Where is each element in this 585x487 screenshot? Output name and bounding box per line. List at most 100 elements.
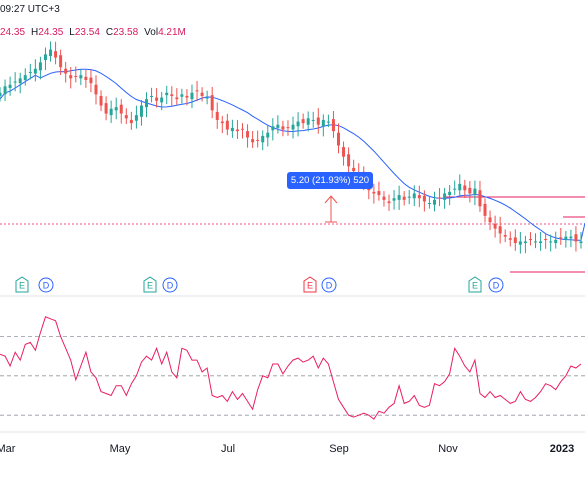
candle-body <box>513 237 517 244</box>
candle-body <box>478 190 482 207</box>
event-marker-label: E <box>147 281 153 291</box>
candle-body <box>397 195 401 200</box>
candle-body <box>225 120 229 130</box>
candle-body <box>427 203 431 205</box>
candle-body <box>291 124 295 130</box>
x-tick-label: Mar <box>0 443 16 455</box>
candle-body <box>241 128 245 130</box>
event-marker-label: D <box>326 281 333 291</box>
candle-body <box>402 196 406 200</box>
candle-body <box>286 127 290 129</box>
candle-body <box>392 198 396 201</box>
x-tick-label: Nov <box>438 443 458 455</box>
candle-body <box>488 217 492 223</box>
horizontal-lines <box>0 196 585 273</box>
dividend-marker-shape <box>38 277 54 293</box>
candle-body <box>185 95 189 98</box>
candle-body <box>422 195 426 202</box>
x-tick-label: 2023 <box>549 443 575 455</box>
candle-body <box>321 119 325 127</box>
event-marker-label: D <box>493 281 500 291</box>
dividend-marker: D <box>488 277 504 293</box>
candle-body <box>266 132 270 138</box>
earnings-marker-shape <box>143 276 157 293</box>
candle-body <box>119 104 123 114</box>
candle-body <box>407 196 411 198</box>
candle-body <box>49 49 53 56</box>
candle-body <box>235 129 239 132</box>
candle-body <box>79 75 83 79</box>
candle-body <box>215 111 219 120</box>
candle-body <box>493 223 497 229</box>
candle-body <box>508 238 512 240</box>
candle-body <box>28 71 32 73</box>
candle-body <box>377 191 381 196</box>
candle-body <box>69 75 73 79</box>
candle-body <box>64 68 68 74</box>
candle-body <box>306 118 310 125</box>
candle-body <box>564 236 568 240</box>
dividend-marker: D <box>162 277 178 293</box>
candle-body <box>139 105 143 117</box>
candle-body <box>382 196 386 200</box>
candle-body <box>134 115 138 121</box>
time-label: 09:27 UTC+3 <box>0 4 60 15</box>
candles <box>0 41 583 254</box>
candle-body <box>539 241 543 244</box>
x-tick-label: Sep <box>329 443 349 455</box>
dividend-marker: D <box>321 277 337 293</box>
candle-body <box>94 84 98 95</box>
candle-body <box>89 77 93 84</box>
candle-body <box>528 239 532 241</box>
candle-body <box>498 226 502 234</box>
volume-value: 4.21M <box>158 27 186 38</box>
rsi-pane <box>0 336 585 416</box>
candle-body <box>84 76 88 80</box>
x-tick-label: May <box>109 443 131 455</box>
x-tick-label: Jul <box>220 443 236 455</box>
moving-average-line <box>0 68 585 241</box>
candle-body <box>387 201 391 204</box>
dividend-marker-shape <box>488 277 504 293</box>
candle-body <box>554 239 558 244</box>
candle-body <box>276 124 280 128</box>
candle-body <box>438 197 442 199</box>
event-marker-label: E <box>307 281 313 291</box>
candle-body <box>190 92 194 100</box>
candle-body <box>448 191 452 196</box>
candle-body <box>463 185 467 191</box>
candle-body <box>104 103 108 114</box>
close-label: C <box>105 27 114 38</box>
candle-body <box>114 107 118 111</box>
dividend-marker: D <box>38 277 54 293</box>
measure-arrow-head <box>324 195 338 204</box>
candle-body <box>124 115 128 119</box>
high-label: H <box>31 27 39 38</box>
candle-body <box>336 132 340 146</box>
candle-body <box>205 97 209 99</box>
candle-body <box>38 62 42 71</box>
candle-body <box>372 191 376 194</box>
earnings-marker-shape <box>303 276 317 293</box>
candle-body <box>150 95 154 97</box>
candle-body <box>145 99 149 108</box>
candle-body <box>129 119 133 124</box>
earnings-marker: E <box>143 276 157 293</box>
measure-callout: 5.20 (21.93%) 520 <box>287 172 373 189</box>
low-label: L <box>69 27 75 38</box>
candle-body <box>195 90 199 92</box>
candle-body <box>417 195 421 199</box>
candle-body <box>256 139 260 141</box>
event-marker-label: D <box>43 281 50 291</box>
close-value: 23.58 <box>113 27 139 38</box>
candle-body <box>579 241 583 244</box>
dividend-marker-shape <box>321 277 337 293</box>
candle-body <box>165 92 169 96</box>
candle-body <box>316 117 320 125</box>
candle-body <box>453 188 457 190</box>
candle-body <box>0 92 2 96</box>
candle-body <box>534 241 538 243</box>
candle-body <box>180 94 184 97</box>
